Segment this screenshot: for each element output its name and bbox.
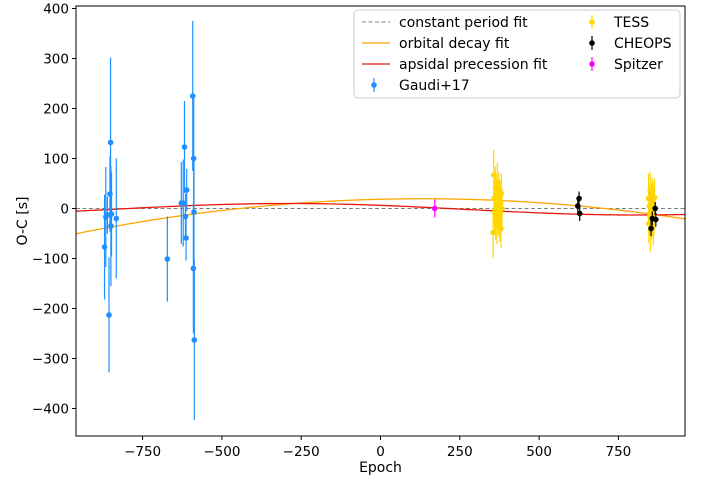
x-axis-label: Epoch [359, 460, 402, 476]
gaudi-17-point [108, 140, 114, 146]
y-tick-label: 400 [43, 2, 69, 18]
x-tick-label: −250 [283, 444, 320, 460]
y-tick-label: −400 [32, 402, 69, 418]
gaudi-17-point [190, 93, 196, 99]
gaudi-17-point [113, 216, 119, 222]
y-tick-label: 300 [43, 52, 69, 68]
x-tick-label: −500 [203, 444, 240, 460]
legend-label-gaudi-17: Gaudi+17 [399, 78, 470, 94]
legend-label-spitzer: Spitzer [614, 57, 663, 73]
tess-point [499, 191, 505, 197]
y-tick-label: 100 [43, 152, 69, 168]
gaudi-17-point [183, 214, 189, 220]
y-tick-label: −200 [32, 302, 69, 318]
gaudi-17-point [183, 235, 189, 241]
cheops-point [577, 211, 583, 217]
spitzer-point [432, 206, 438, 212]
x-tick-label: 0 [376, 444, 385, 460]
legend-handle-gaudi-17 [371, 82, 377, 88]
legend: constant period fit orbital decay fit apsi… [354, 10, 680, 98]
tess-point [499, 206, 505, 212]
gaudi-17-point [191, 266, 197, 272]
gaudi-17-point [102, 244, 108, 250]
legend-handle-cheops [589, 40, 595, 46]
tess-point [652, 195, 658, 201]
tess-point [498, 201, 504, 207]
legend-label-constant-period-fit: constant period fit [399, 15, 528, 31]
legend-label-tess: TESS [613, 15, 649, 31]
legend-handle-tess [589, 19, 595, 25]
gaudi-17-point [182, 144, 188, 150]
gaudi-17-point [106, 312, 112, 318]
cheops-point [648, 226, 654, 232]
x-tick-label: 250 [447, 444, 473, 460]
legend-label-orbital-decay-fit: orbital decay fit [399, 36, 510, 52]
cheops-point [576, 196, 582, 202]
y-tick-label: −100 [32, 252, 69, 268]
y-tick-label: −300 [32, 352, 69, 368]
legend-label-apsidal-precession-fit: apsidal precession fit [399, 57, 548, 73]
gaudi-17-point [108, 223, 114, 229]
gaudi-17-point [192, 337, 198, 343]
y-axis-label: O-C [s] [15, 197, 31, 246]
x-tick-label: −750 [124, 444, 161, 460]
gaudi-17-point [191, 209, 197, 215]
gaudi-17-point [184, 187, 190, 193]
cheops-point [653, 217, 659, 223]
y-tick-label: 200 [43, 102, 69, 118]
tess-point [498, 226, 504, 232]
y-tick-label: 0 [60, 202, 69, 218]
legend-handle-spitzer [589, 61, 595, 67]
cheops-point [652, 206, 658, 212]
gaudi-17-point [165, 256, 171, 262]
x-tick-label: 500 [526, 444, 552, 460]
gaudi-17-point [109, 211, 115, 217]
x-tick-label: 750 [606, 444, 632, 460]
legend-label-cheops: CHEOPS [614, 36, 672, 52]
